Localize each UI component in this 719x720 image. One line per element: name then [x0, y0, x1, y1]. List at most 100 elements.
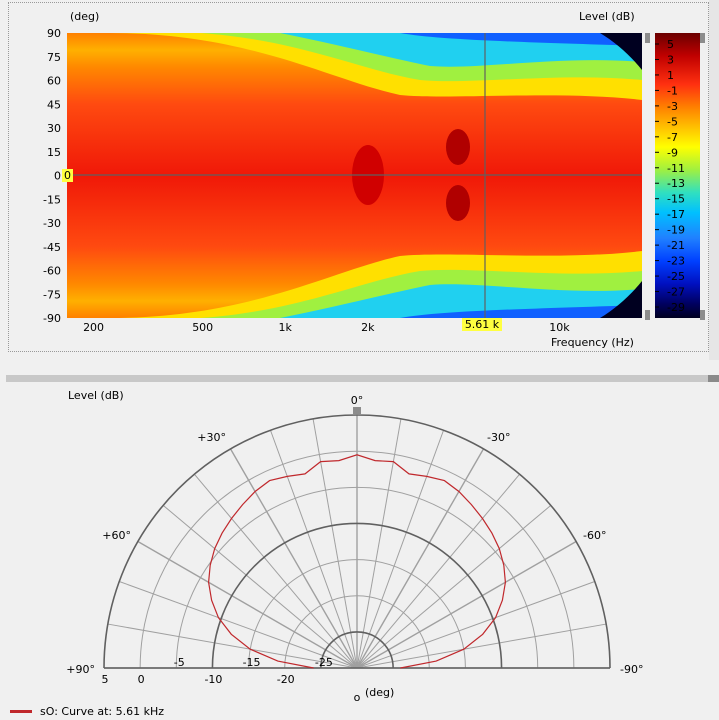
polar-deg-unit: (deg) — [365, 686, 395, 699]
polar-curve-5-61khz[interactable] — [207, 454, 507, 669]
polar-svg[interactable]: 0° +30° -30° +60° -60° +90° -90° -5 -15 -25 5 0 -10 -… — [0, 380, 719, 720]
heatmap-x-ticks: 200 500 1k 2k 10k — [83, 321, 570, 334]
polar-grid — [103, 414, 611, 669]
colorbar-tick-label: -5 — [667, 115, 678, 128]
colorbar-handle-top-left[interactable] — [645, 33, 650, 43]
polar-ring — [139, 450, 575, 669]
polar-radial-label-lower: -10 — [204, 673, 222, 686]
heat-band-dark-bottom — [600, 281, 642, 318]
heatmap-y-tick: 60 — [47, 75, 61, 88]
vertical-scrollbar[interactable] — [709, 0, 719, 360]
y-axis-unit: (deg) — [70, 10, 100, 23]
polar-spoke — [119, 580, 358, 669]
panel-splitter[interactable] — [6, 375, 708, 382]
polar-spoke — [312, 418, 358, 669]
polar-radial-label-lower: 5 — [102, 673, 109, 686]
polar-spoke — [356, 473, 521, 669]
polar-angle-label: -90° — [620, 663, 643, 676]
heatmap-y-tick: 30 — [47, 122, 61, 135]
polar-origin-mark: o — [354, 691, 361, 704]
heatmap-x-tick: 500 — [192, 321, 213, 334]
polar-ring — [284, 595, 430, 669]
legend-swatch — [10, 710, 32, 713]
heat-lobe-lower — [446, 185, 470, 221]
heatmap-y-tick: -90 — [43, 312, 61, 325]
heatmap-y-tick: -15 — [43, 193, 61, 206]
polar-spoke — [356, 580, 595, 669]
heatmap-y-tick: 90 — [47, 27, 61, 40]
heatmap-plot-area[interactable] — [67, 33, 642, 318]
polar-ring — [320, 631, 394, 669]
heatmap-y-tick: 15 — [47, 146, 61, 159]
polar-level-label: Level (dB) — [68, 389, 124, 402]
heatmap-x-tick: 10k — [549, 321, 570, 334]
polar-radial-label-lower: -20 — [277, 673, 295, 686]
heatmap-x-tick: 2k — [361, 321, 375, 334]
polar-radial-label-upper: -5 — [174, 656, 185, 669]
colorbar-tick-label: -19 — [667, 224, 685, 237]
colorbar-tick-label: -3 — [667, 100, 678, 113]
polar-ring — [211, 522, 503, 669]
colorbar-tick-label: 5 — [667, 38, 674, 51]
polar-spoke — [356, 623, 607, 669]
colorbar-gradient — [655, 33, 700, 318]
colorbar-handle-bottom-left[interactable] — [645, 310, 650, 320]
polar-spoke — [269, 430, 358, 669]
cursor-freq-badge — [462, 318, 502, 331]
heatmap-y-tick: -30 — [43, 217, 61, 230]
colorbar-tick-label: -1 — [667, 84, 678, 97]
polar-angle-label: 0° — [351, 394, 364, 407]
polar-radial-label-upper: -25 — [315, 656, 333, 669]
heatmap-y-tick: -75 — [43, 288, 61, 301]
colorbar-tick-label: -9 — [667, 146, 678, 159]
heatmap-y-ticks: 90 75 60 45 30 15 0 -15 -30 -45 -60 -75 -90 — [43, 27, 61, 325]
polar-angle-label: +30° — [197, 431, 226, 444]
splitter-grip[interactable] — [708, 375, 719, 382]
polar-spoke — [193, 473, 358, 669]
level-label: Level (dB) — [579, 10, 635, 23]
colorbar-tick-label: -23 — [667, 255, 685, 268]
colorbar-handle-top-right[interactable] — [700, 33, 705, 43]
polar-radial-label-upper: -15 — [243, 656, 261, 669]
heatmap-y-tick: 45 — [47, 98, 61, 111]
colorbar-tick-label: -21 — [667, 239, 685, 252]
polar-spoke — [356, 418, 402, 669]
colorbar-tick-label: 1 — [667, 69, 674, 82]
heatmap-y-tick: -45 — [43, 241, 61, 254]
polar-spoke — [137, 540, 358, 669]
polar-spoke — [356, 504, 552, 669]
polar-spoke — [107, 623, 358, 669]
polar-ring — [175, 486, 539, 669]
polar-radial-label-lower: 0 — [138, 673, 145, 686]
colorbar-tick-label: -29 — [667, 301, 685, 314]
heatmap-y-tick: -60 — [43, 265, 61, 278]
colorbar-tick-label: -11 — [667, 162, 685, 175]
heatmap-x-tick: 200 — [83, 321, 104, 334]
cursor-angle-badge — [62, 169, 73, 182]
colorbar-tick-label: -13 — [667, 177, 685, 190]
legend-text: sO: Curve at: 5.61 kHz — [40, 705, 165, 718]
polar-angle-label: +90° — [66, 663, 95, 676]
polar-zero-marker[interactable] — [353, 407, 361, 414]
colorbar: 5 3 1 -1 -3 -5 -7 -9 -11 -13 -15 -17 -19 -21 -23 -25 -27… — [655, 33, 700, 318]
polar-angle-label: +60° — [102, 529, 131, 542]
heatmap-x-tick: 1k — [279, 321, 293, 334]
polar-labels: 0° +30° -30° +60° -60° +90° -90° -5 -15 -25 5 0 -10 -… — [66, 394, 643, 704]
colorbar-tick-label: 3 — [667, 53, 674, 66]
heatmap-y-tick: 75 — [47, 51, 61, 64]
polar-spoke — [356, 448, 485, 669]
heat-lobe-upper — [446, 129, 470, 165]
heat-band-blue-top — [400, 33, 642, 46]
colorbar-tick-label: -15 — [667, 193, 685, 206]
polar-ring — [103, 414, 611, 669]
heatmap-y-tick: 0 — [54, 170, 61, 183]
polar-spoke — [229, 448, 358, 669]
cursor-freq-value: 5.61 k — [465, 318, 500, 331]
colorbar-handle-bottom-right[interactable] — [700, 310, 705, 320]
polar-ring — [248, 559, 466, 669]
polar-angle-label: -30° — [487, 431, 510, 444]
cursor-angle-value: 0 — [64, 169, 71, 182]
colorbar-tick-label: -7 — [667, 131, 678, 144]
colorbar-tick-label: -27 — [667, 286, 685, 299]
